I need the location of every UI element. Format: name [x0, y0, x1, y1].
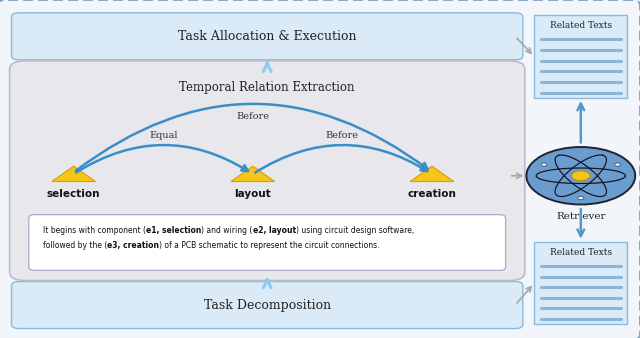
Text: layout: layout [234, 189, 271, 199]
Text: It begins with component (: It begins with component ( [43, 226, 146, 235]
Text: followed by the (: followed by the ( [43, 241, 108, 250]
Text: e2, layout: e2, layout [253, 226, 296, 235]
Text: ) using circuit design software,: ) using circuit design software, [296, 226, 414, 235]
FancyArrowPatch shape [76, 104, 428, 171]
Circle shape [572, 171, 590, 180]
Circle shape [541, 163, 547, 166]
Polygon shape [52, 166, 95, 182]
Text: selection: selection [47, 189, 100, 199]
FancyBboxPatch shape [534, 15, 627, 98]
Text: creation: creation [408, 189, 456, 199]
FancyArrowPatch shape [255, 145, 428, 173]
Text: e1, selection: e1, selection [146, 226, 201, 235]
Polygon shape [410, 166, 454, 182]
Text: Temporal Relation Extraction: Temporal Relation Extraction [179, 81, 355, 94]
FancyArrowPatch shape [76, 145, 248, 173]
FancyBboxPatch shape [10, 61, 525, 281]
Text: ) of a PCB schematic to represent the circuit connections.: ) of a PCB schematic to represent the ci… [159, 241, 380, 250]
Text: Retriever: Retriever [556, 212, 605, 221]
Text: Related Texts: Related Texts [550, 21, 612, 30]
Text: Before: Before [326, 131, 359, 140]
Text: Task Decomposition: Task Decomposition [204, 298, 331, 312]
Text: Before: Before [236, 112, 269, 121]
Text: Task Allocation & Execution: Task Allocation & Execution [178, 30, 356, 43]
Polygon shape [231, 166, 275, 182]
FancyBboxPatch shape [12, 282, 523, 329]
Text: Related Texts: Related Texts [550, 248, 612, 257]
FancyBboxPatch shape [29, 215, 506, 270]
Text: e3, creation: e3, creation [108, 241, 159, 250]
FancyBboxPatch shape [12, 13, 523, 60]
Text: Equal: Equal [149, 131, 177, 140]
FancyBboxPatch shape [534, 242, 627, 324]
Circle shape [578, 197, 584, 200]
Text: ) and wiring (: ) and wiring ( [201, 226, 253, 235]
Circle shape [526, 147, 635, 204]
Circle shape [614, 163, 621, 166]
